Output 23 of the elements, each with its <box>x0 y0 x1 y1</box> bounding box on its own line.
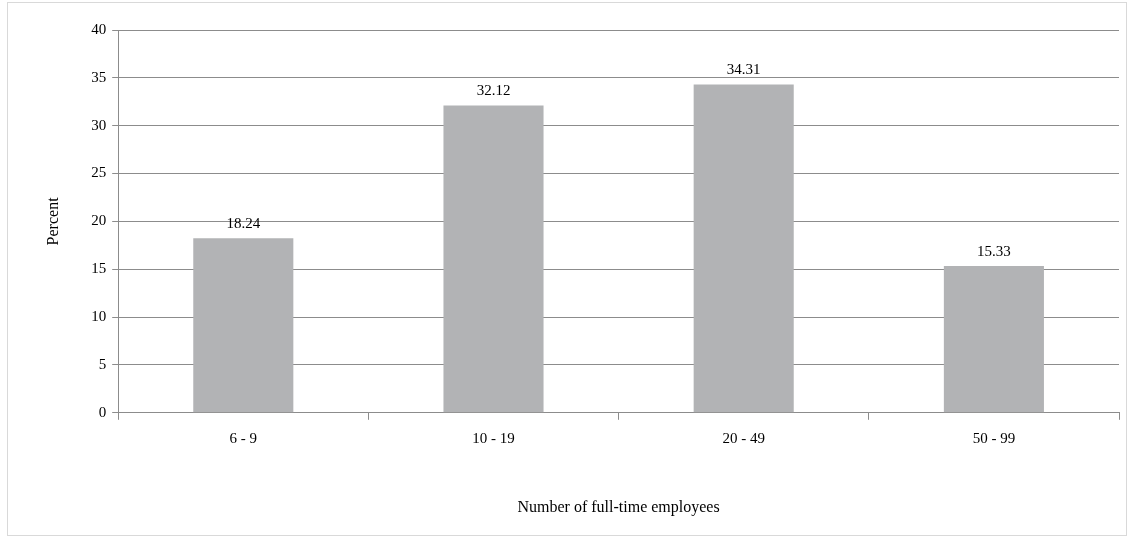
bar <box>943 266 1044 413</box>
bar <box>693 84 794 413</box>
y-tick-label: 25 <box>91 164 107 181</box>
x-tick-label: 20 - 49 <box>722 429 765 446</box>
y-axis-title: Percent <box>43 196 61 246</box>
y-tick-label: 35 <box>91 68 107 85</box>
y-tick-label: 40 <box>91 20 107 37</box>
y-tick-label: 30 <box>91 116 107 133</box>
bar <box>443 105 544 413</box>
x-tick-label: 50 - 99 <box>972 429 1016 446</box>
y-tick-label: 20 <box>91 212 107 229</box>
data-label: 15.33 <box>977 242 1011 259</box>
y-tick-label: 10 <box>91 308 107 325</box>
x-tick-label: 10 - 19 <box>472 429 515 446</box>
data-label: 32.12 <box>476 81 511 98</box>
x-axis-title: Number of full-time employees <box>517 497 720 516</box>
y-tick-label: 5 <box>98 355 107 372</box>
data-label: 18.24 <box>226 214 261 231</box>
data-label: 34.31 <box>726 60 761 77</box>
x-tick-label: 6 - 9 <box>229 429 258 446</box>
y-tick-label: 0 <box>98 403 107 420</box>
bar <box>193 238 294 413</box>
y-tick-label: 15 <box>91 260 107 277</box>
